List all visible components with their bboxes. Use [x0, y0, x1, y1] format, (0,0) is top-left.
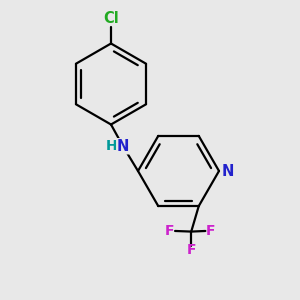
Text: N: N	[117, 139, 129, 154]
Text: H: H	[106, 139, 117, 153]
Text: N: N	[222, 164, 234, 178]
Text: F: F	[165, 224, 174, 238]
Text: F: F	[187, 243, 196, 257]
Text: Cl: Cl	[103, 11, 119, 26]
Text: F: F	[206, 224, 215, 238]
